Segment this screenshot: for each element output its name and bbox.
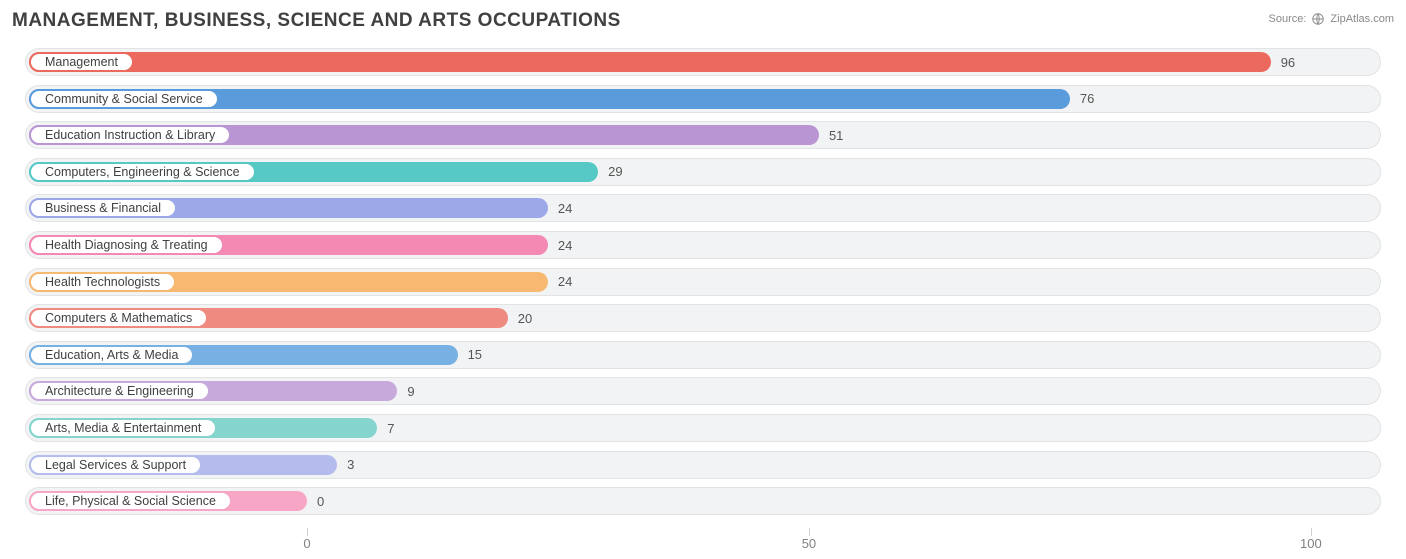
axis-tick-label: 50 xyxy=(802,536,816,551)
bar-value: 7 xyxy=(387,414,394,442)
bar-value: 3 xyxy=(347,451,354,479)
source-label: Source: xyxy=(1269,13,1307,25)
axis-tick xyxy=(1311,528,1312,536)
source-attribution: Source: ZipAtlas.com xyxy=(1269,12,1395,26)
bar-track: Management 96 xyxy=(25,48,1381,76)
bar-label-pill: Health Diagnosing & Treating xyxy=(29,235,224,255)
bar-track: Community & Social Service 76 xyxy=(25,85,1381,113)
bar-value: 0 xyxy=(317,487,324,515)
bar-track: Arts, Media & Entertainment 7 xyxy=(25,414,1381,442)
bar-value: 24 xyxy=(558,268,572,296)
bar-label-pill: Education Instruction & Library xyxy=(29,125,231,145)
bar-track: Life, Physical & Social Science 0 xyxy=(25,487,1381,515)
bar-label-pill: Legal Services & Support xyxy=(29,455,202,475)
bar-value: 24 xyxy=(558,231,572,259)
chart-title: MANAGEMENT, BUSINESS, SCIENCE AND ARTS O… xyxy=(12,10,621,32)
bar-value: 15 xyxy=(468,341,482,369)
bar-label-pill: Education, Arts & Media xyxy=(29,345,194,365)
bar-track: Health Diagnosing & Treating 24 xyxy=(25,231,1381,259)
bar-value: 9 xyxy=(407,377,414,405)
bar-value: 20 xyxy=(518,304,532,332)
bar-value: 51 xyxy=(829,121,843,149)
bar-label-pill: Business & Financial xyxy=(29,198,177,218)
bar-value: 76 xyxy=(1080,85,1094,113)
bar-value: 29 xyxy=(608,158,622,186)
x-axis: 0 50 100 xyxy=(25,528,1381,558)
bar-label-pill: Computers, Engineering & Science xyxy=(29,162,256,182)
bar-value: 24 xyxy=(558,194,572,222)
plot-area: Management 96 Community & Social Service 76… xyxy=(25,48,1381,528)
bar-fill xyxy=(29,52,1271,72)
bar-label-pill: Arts, Media & Entertainment xyxy=(29,418,217,438)
chart-container: MANAGEMENT, BUSINESS, SCIENCE AND ARTS O… xyxy=(0,0,1406,559)
bar-label-pill: Architecture & Engineering xyxy=(29,381,210,401)
globe-icon xyxy=(1311,12,1325,26)
axis-tick xyxy=(307,528,308,536)
bar-track: Health Technologists 24 xyxy=(25,268,1381,296)
bar-track: Computers & Mathematics 20 xyxy=(25,304,1381,332)
source-name: ZipAtlas.com xyxy=(1330,13,1394,25)
bar-track: Architecture & Engineering 9 xyxy=(25,377,1381,405)
bar-label-pill: Health Technologists xyxy=(29,272,176,292)
bar-label-pill: Community & Social Service xyxy=(29,89,219,109)
bar-track: Education, Arts & Media 15 xyxy=(25,341,1381,369)
bar-track: Legal Services & Support 3 xyxy=(25,451,1381,479)
chart: Management 96 Community & Social Service 76… xyxy=(12,48,1394,558)
bar-track: Education Instruction & Library 51 xyxy=(25,121,1381,149)
bar-label-pill: Management xyxy=(29,52,134,72)
header: MANAGEMENT, BUSINESS, SCIENCE AND ARTS O… xyxy=(12,10,1394,40)
bar-label-pill: Life, Physical & Social Science xyxy=(29,491,232,511)
axis-tick-label: 100 xyxy=(1300,536,1322,551)
bar-value: 96 xyxy=(1281,48,1295,76)
axis-tick xyxy=(809,528,810,536)
axis-tick-label: 0 xyxy=(303,536,310,551)
bar-track: Computers, Engineering & Science 29 xyxy=(25,158,1381,186)
bar-label-pill: Computers & Mathematics xyxy=(29,308,208,328)
bar-track: Business & Financial 24 xyxy=(25,194,1381,222)
